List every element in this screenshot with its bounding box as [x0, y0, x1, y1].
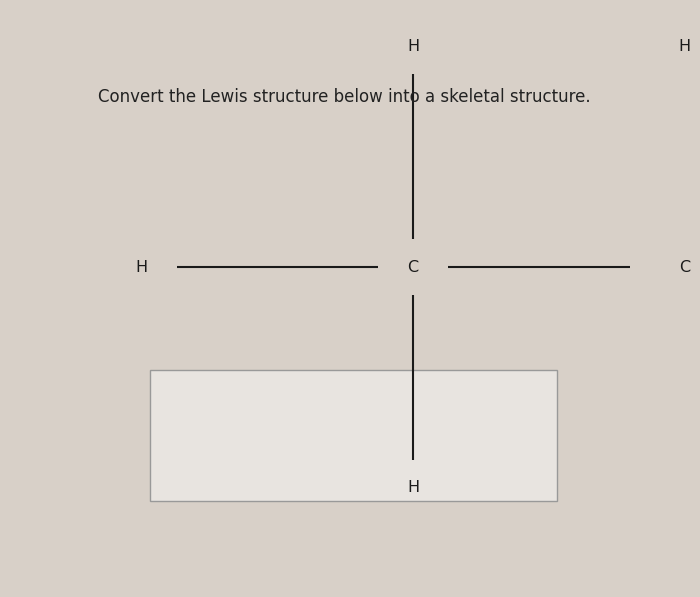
- Text: C: C: [407, 260, 419, 275]
- Text: H: H: [407, 480, 419, 495]
- Text: H: H: [407, 39, 419, 54]
- Text: H: H: [678, 39, 690, 54]
- Text: Convert the Lewis structure below into a skeletal structure.: Convert the Lewis structure below into a…: [98, 88, 591, 106]
- Text: H: H: [136, 260, 148, 275]
- Text: C: C: [679, 260, 690, 275]
- Bar: [150, 370, 556, 501]
